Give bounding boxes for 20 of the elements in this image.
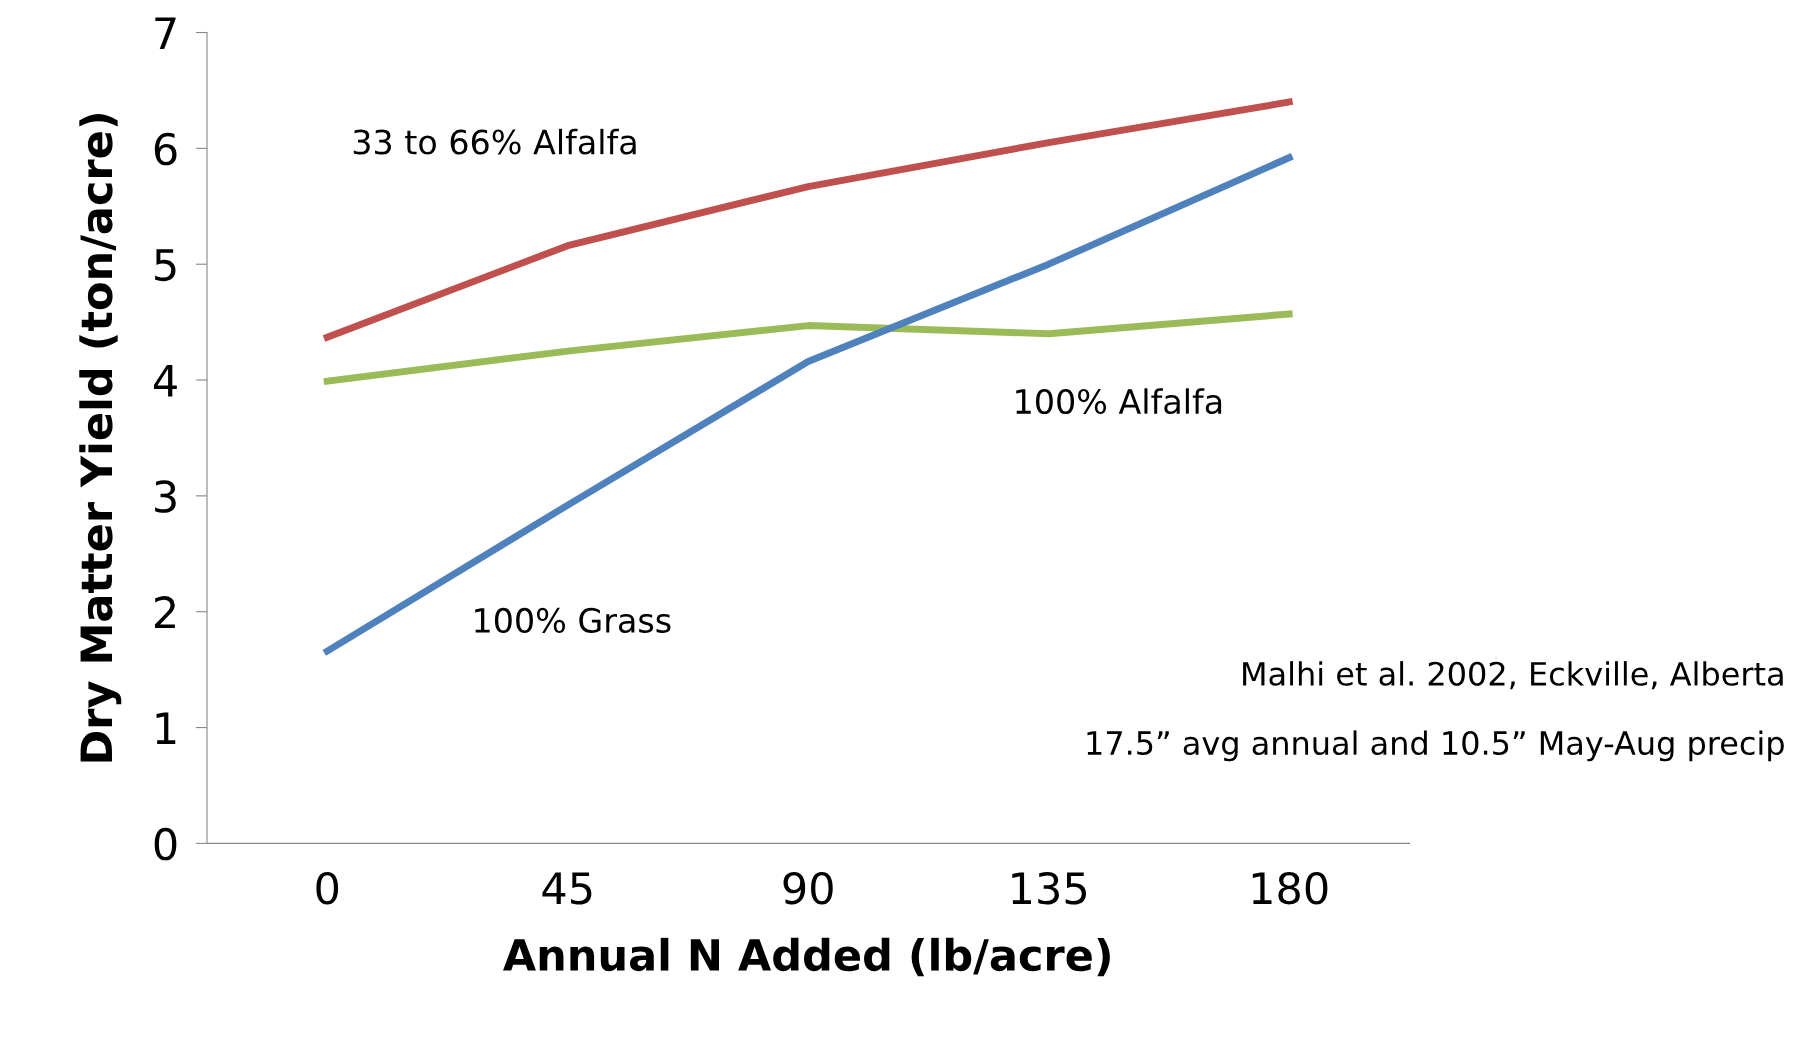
y-tick-label: 5 (155, 249, 176, 282)
x-axis-title: Annual N Added (lb/acre) (503, 937, 1110, 977)
text: 33 to 66% Alfalfa (353, 128, 636, 155)
y-axis-title: Dry Matter Yield (ton/acre) (79, 114, 122, 762)
annotation: 17.5” avg annual and 10.5” May-Aug precip (1087, 730, 1784, 762)
x-tick-label: 135 (1012, 871, 1087, 905)
x-tick-label: 180 (1252, 871, 1328, 905)
y-tick-label: 4 (153, 365, 177, 397)
y-tick-label: 2 (154, 596, 175, 629)
y-tick-label: 6 (154, 132, 177, 166)
x-tick-label: 45 (542, 872, 592, 905)
y-tick-label: 0 (154, 827, 177, 861)
y-tick-label: 1 (156, 712, 176, 744)
y-tick-label: 3 (155, 480, 176, 513)
series-label: 100% Grass (475, 607, 671, 634)
annotation: Malhi et al. 2002, Eckville, Alberta (1243, 661, 1783, 690)
series-label: 100% Alfalfa (1016, 388, 1222, 415)
x-tick-label: 90 (783, 871, 833, 905)
y-tick-label: 7 (155, 17, 176, 49)
x-tick-label: 0 (316, 871, 339, 905)
